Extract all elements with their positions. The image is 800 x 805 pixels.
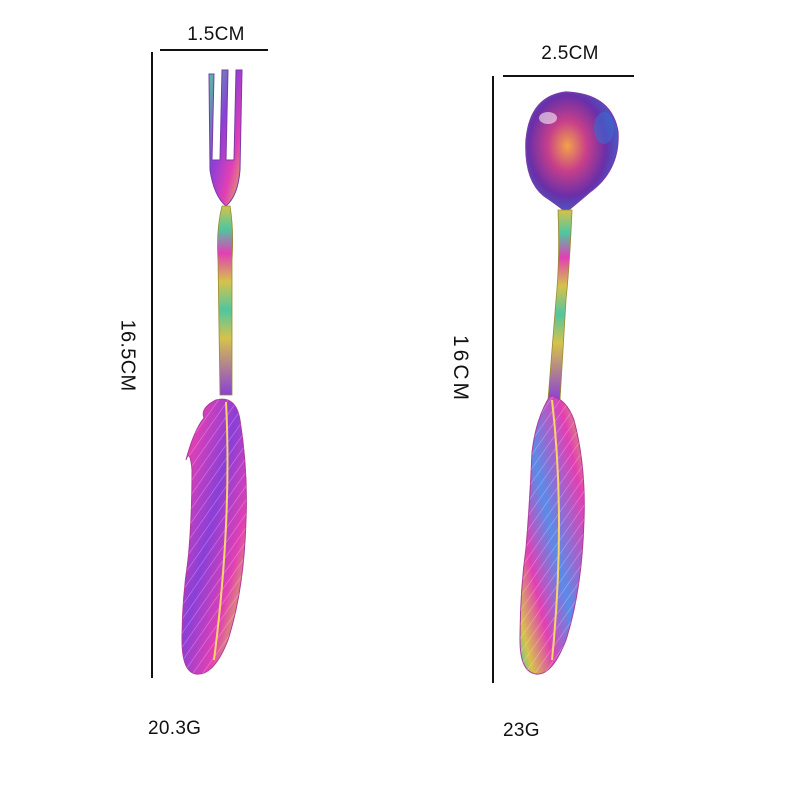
spoon-width-label: 2.5CM [541,43,599,64]
fork-dimension-lines [151,49,268,678]
fork-stem [217,205,234,396]
fork [181,69,247,675]
spoon-bowl [525,91,619,213]
spoon-dimension-lines [492,75,634,683]
spoon-weight-label: 23G [503,720,540,741]
spoon-stem [547,209,573,401]
fork-head [208,69,243,207]
fork-feather-quill [213,401,229,661]
fork-weight-label: 20.3G [148,718,202,739]
fork-length-label: 16.5CM [116,319,139,392]
spoon [519,91,619,675]
fork-width-label: 1.5CM [187,24,245,45]
spoon-feather-quill [551,399,560,661]
spoon-length-label: 16CM [449,334,472,404]
